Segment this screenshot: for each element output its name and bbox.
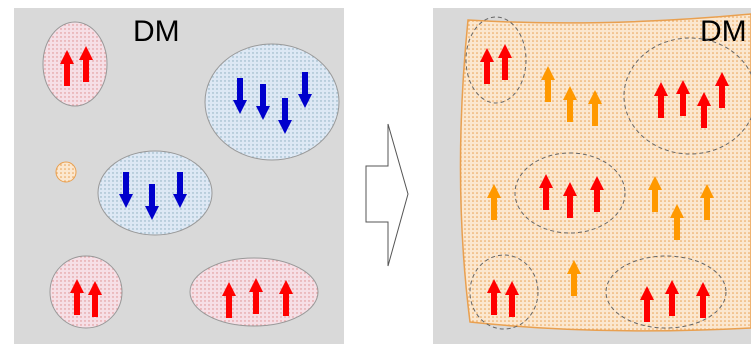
seed bbox=[56, 162, 76, 182]
page: DM DM (() => bbox=[0, 0, 751, 348]
panel-label: DM bbox=[700, 15, 747, 48]
domain-down bbox=[205, 44, 339, 160]
transition-arrow bbox=[366, 124, 408, 266]
domain-up bbox=[50, 256, 122, 328]
domain-up bbox=[43, 22, 107, 106]
diagram: DM DM bbox=[0, 0, 751, 348]
panel-label: DM bbox=[133, 15, 180, 48]
